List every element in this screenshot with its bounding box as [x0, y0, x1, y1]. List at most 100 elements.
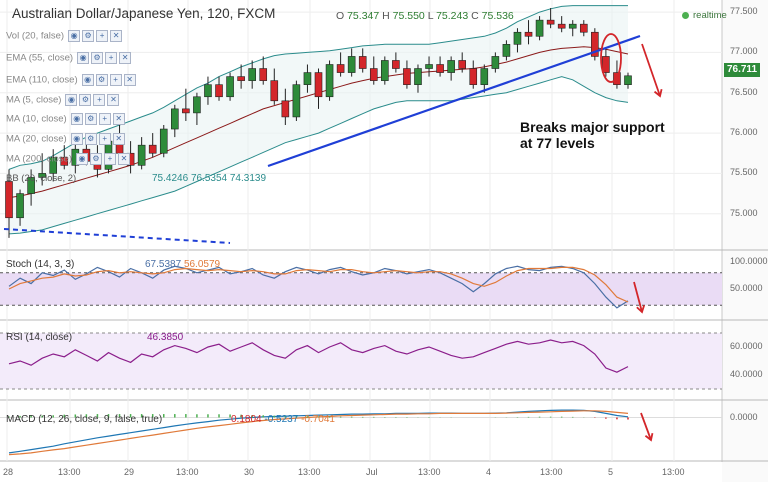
settings-icon[interactable]: ⚙: [84, 113, 97, 125]
ohlc-high-label: H: [382, 10, 390, 22]
time-tick-label: 13:00: [298, 467, 321, 477]
indicator-row-vol[interactable]: Vol (20, false) ◉ ⚙ + ✕: [6, 30, 124, 42]
indicator-row-ma5[interactable]: MA (5, close) ◉ ⚙ + ✕: [6, 94, 121, 106]
candle-body: [557, 23, 566, 29]
candle-body: [414, 68, 422, 85]
eye-icon[interactable]: ◉: [70, 133, 83, 145]
plus-icon[interactable]: +: [98, 113, 111, 125]
candle-body: [336, 64, 345, 73]
indicator-buttons[interactable]: ◉ ⚙ + ✕: [65, 94, 121, 106]
indicator-row-ema55[interactable]: EMA (55, close) ◉ ⚙ + ✕: [6, 52, 133, 64]
candle-body: [403, 68, 411, 85]
time-tick-label: Jul: [366, 467, 378, 477]
indicator-label: MA (5, close): [6, 94, 62, 106]
indicator-buttons[interactable]: ◉ ⚙ + ✕: [81, 74, 138, 86]
candle-body: [347, 56, 356, 73]
candle-body: [226, 76, 234, 98]
close-icon[interactable]: ✕: [119, 52, 132, 64]
ohlc-readout: O 75.347 H 75.550 L 75.243 C 75.536: [336, 10, 514, 22]
candle-body: [392, 60, 400, 69]
indicator-buttons[interactable]: ◉ ⚙ + ✕: [77, 52, 133, 64]
stoch-band-fill: [0, 272, 722, 306]
candle-body: [381, 60, 389, 81]
indicator-buttons[interactable]: ◉ ⚙ + ✕: [70, 113, 127, 125]
eye-icon[interactable]: ◉: [68, 30, 81, 42]
time-tick-label: 30: [244, 467, 255, 477]
bb-label: BB (20, close, 2): [6, 173, 77, 184]
eye-icon[interactable]: ◉: [70, 113, 83, 125]
realtime-status: realtime: [682, 10, 727, 21]
indicator-row-ma20[interactable]: MA (20, close) ◉ ⚙ + ✕: [6, 133, 127, 145]
candle-body: [60, 156, 69, 166]
ohlc-low-label: L: [427, 10, 434, 22]
plus-icon[interactable]: +: [105, 52, 118, 64]
candle-body: [325, 64, 334, 98]
candle-body: [171, 108, 179, 130]
candle-body: [524, 31, 533, 37]
eye-icon[interactable]: ◉: [77, 52, 90, 64]
settings-icon[interactable]: ⚙: [91, 52, 104, 64]
eye-icon[interactable]: ◉: [76, 153, 88, 165]
close-icon[interactable]: ✕: [123, 74, 136, 86]
macd-tick-label: 0.0000: [730, 411, 758, 422]
settings-icon[interactable]: ⚙: [95, 74, 108, 86]
macd-label: MACD (12, 26, close, 9, false, true): [6, 414, 163, 425]
eye-icon[interactable]: ◉: [65, 94, 78, 106]
ohlc-close-label: C: [471, 10, 479, 22]
settings-icon[interactable]: ⚙: [84, 133, 97, 145]
stoch-values: 67.5387 56.0579: [145, 259, 220, 270]
price-pane: [0, 5, 722, 244]
price-tick-label: 75.000: [730, 207, 758, 218]
candle-body: [579, 23, 588, 33]
candle-body: [16, 193, 24, 219]
plus-icon[interactable]: +: [93, 94, 106, 106]
bb-upper-line: [8, 5, 628, 170]
indicator-row-ema110[interactable]: EMA (110, close) ◉ ⚙ + ✕: [6, 74, 138, 86]
plus-icon[interactable]: +: [104, 153, 116, 165]
candle-body: [314, 72, 323, 98]
price-tick-label: 75.500: [730, 167, 758, 178]
close-icon[interactable]: ✕: [110, 30, 123, 42]
close-icon[interactable]: ✕: [107, 94, 120, 106]
settings-icon[interactable]: ⚙: [90, 153, 102, 165]
plus-icon[interactable]: +: [98, 133, 111, 145]
support-trendline: [267, 34, 641, 168]
plus-icon[interactable]: +: [96, 30, 109, 42]
arrowhead-icon: [636, 305, 645, 314]
candle-body: [148, 144, 157, 154]
candle-body: [237, 76, 245, 81]
indicator-buttons[interactable]: ◉ ⚙ + ✕: [70, 133, 127, 145]
indicator-row-ma10[interactable]: MA (10, close) ◉ ⚙ + ✕: [6, 113, 127, 125]
settings-icon[interactable]: ⚙: [82, 30, 95, 42]
rsi-pane: [0, 332, 722, 390]
candle-body: [215, 84, 223, 98]
rsi-tick-label: 60.0000: [730, 341, 763, 351]
eye-icon[interactable]: ◉: [81, 74, 94, 86]
close-icon[interactable]: ✕: [112, 133, 125, 145]
time-tick-label: 5: [608, 467, 614, 477]
candle-body: [546, 19, 555, 25]
indicator-buttons[interactable]: ◉ ⚙ + ✕: [68, 30, 124, 42]
ohlc-close-value: 75.536: [481, 10, 514, 22]
candle-body: [369, 68, 378, 81]
indicator-buttons[interactable]: ◉ ⚙ + ✕: [76, 153, 132, 165]
down-arrow-icon: [633, 281, 643, 313]
arrowhead-icon: [653, 88, 663, 98]
price-tick-label: 77.500: [730, 6, 758, 17]
time-tick-label: 4: [486, 467, 492, 477]
indicator-row-ma200[interactable]: MA (200, close) ◉ ⚙ + ✕: [6, 153, 132, 165]
stoch-pane: [0, 265, 722, 309]
price-axis-strip: [722, 0, 768, 482]
close-icon[interactable]: ✕: [118, 153, 130, 165]
ohlc-low-value: 75.243: [436, 10, 469, 22]
candle-body: [447, 60, 455, 73]
candle-body: [182, 108, 190, 114]
candle-body: [358, 56, 367, 69]
close-icon[interactable]: ✕: [112, 113, 125, 125]
plus-icon[interactable]: +: [109, 74, 122, 86]
settings-icon[interactable]: ⚙: [79, 94, 92, 106]
indicator-label: MA (10, close): [6, 113, 67, 125]
stoch-label: Stoch (14, 3, 3): [6, 259, 75, 270]
candle-body: [204, 84, 212, 98]
candle-body: [281, 100, 290, 118]
